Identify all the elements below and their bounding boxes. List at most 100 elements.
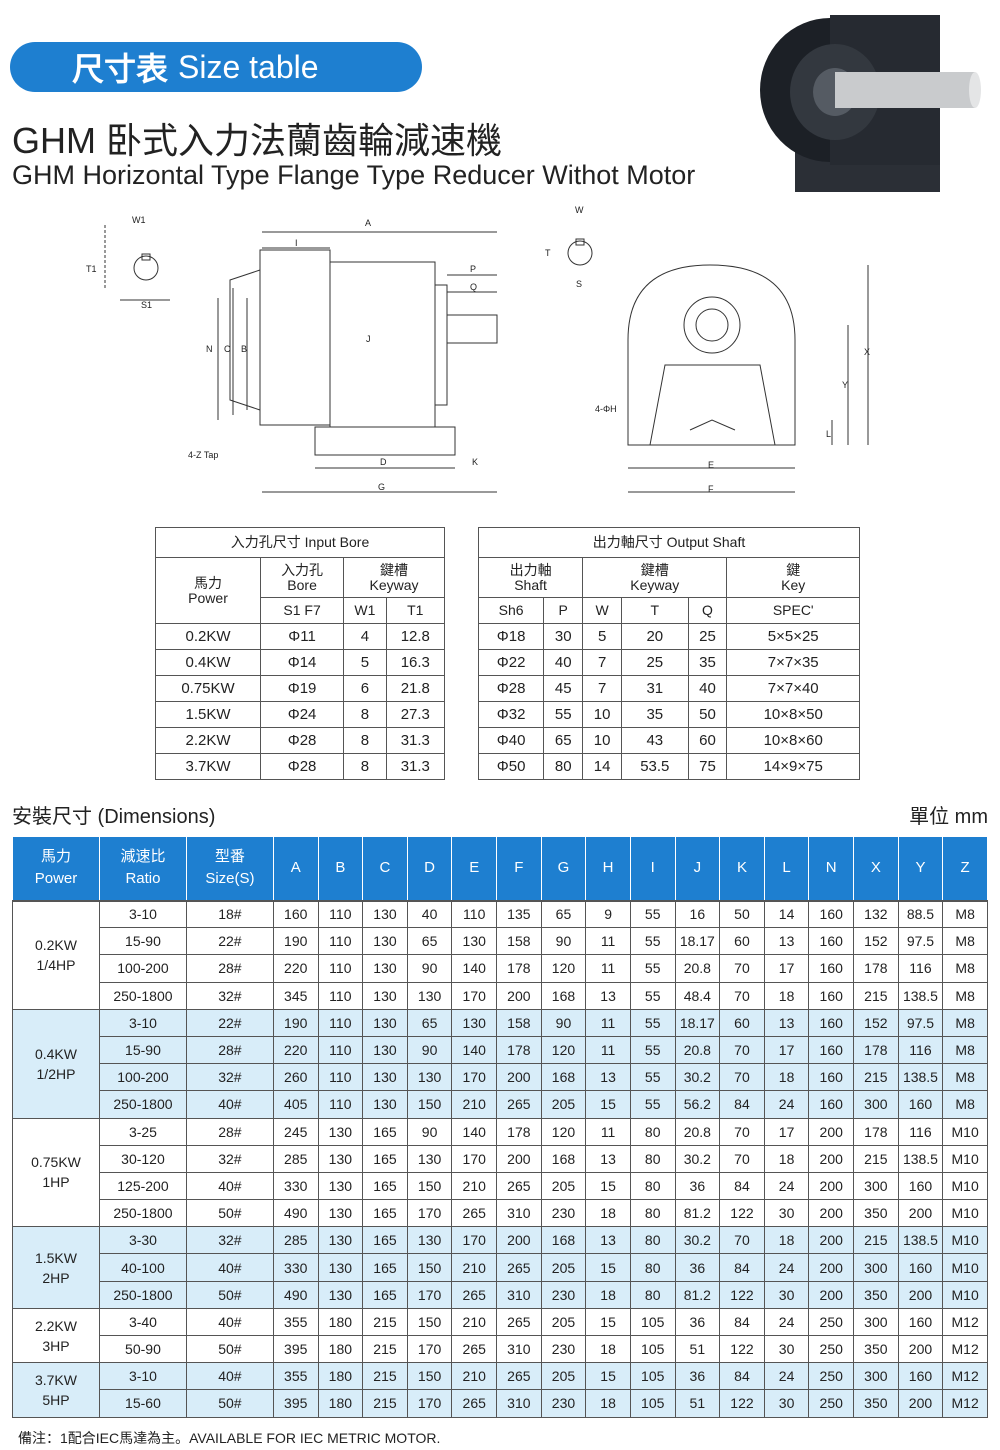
table-cell: 10 [582, 701, 623, 728]
table-cell: 105 [629, 1334, 676, 1364]
table-cell: 200 [897, 1199, 944, 1228]
dim-label: 4-ΦH [595, 404, 617, 414]
table-cell: 30.2 [674, 1226, 721, 1255]
table-cell: 13 [585, 1063, 631, 1092]
header-power: 馬力 Power [154, 557, 262, 624]
table-cell: 165 [362, 1144, 408, 1173]
table-cell: 200 [496, 981, 542, 1010]
column-header: 減速比 Ratio [98, 836, 187, 902]
table-cell: 210 [451, 1090, 498, 1119]
table-cell: 250-1800 [98, 1280, 187, 1309]
table-cell: 265 [451, 1199, 498, 1228]
table-cell: 180 [317, 1389, 364, 1418]
table-cell: M8 [942, 1035, 988, 1065]
table-cell: 205 [540, 1090, 587, 1119]
table-cell: 45 [543, 675, 584, 702]
table-cell: 160 [808, 1063, 855, 1092]
table-cell: 25 [621, 649, 689, 676]
table-row: Φ40 65 10 43 60 10×8×60 [477, 727, 860, 754]
table-cell: 300 [853, 1362, 899, 1391]
table-row: 15-90 22# 190 110 130 65 130 158 90 11 55 18.17 60 13… [13, 927, 988, 956]
table-cell: 130 [317, 1280, 364, 1309]
table-cell: 405 [272, 1090, 319, 1119]
table-cell: 170 [406, 1199, 453, 1228]
table-cell: M12 [942, 1334, 988, 1364]
table-cell: 110 [317, 1035, 364, 1065]
table-cell: 36 [674, 1253, 721, 1282]
dim-label: E [708, 460, 714, 470]
table-cell: 105 [629, 1389, 676, 1418]
table-cell: 11 [585, 1117, 631, 1146]
table-cell: 178 [496, 1035, 542, 1065]
table-cell: 250-1800 [98, 1199, 187, 1228]
column-header: J [674, 836, 721, 902]
table-cell: 200 [897, 1389, 944, 1418]
table-cell: 165 [362, 1253, 408, 1282]
table-cell: 200 [808, 1199, 855, 1228]
column-header: X [853, 836, 899, 902]
table-cell: 200 [808, 1226, 855, 1255]
table-cell: 130 [362, 1090, 408, 1119]
table-cell: 130 [317, 1253, 364, 1282]
table-cell: 230 [540, 1199, 587, 1228]
column-header: A [272, 836, 319, 902]
table-cell: 116 [897, 1035, 944, 1065]
table-cell: 53.5 [621, 753, 689, 780]
table-cell: 140 [451, 1117, 498, 1146]
table-cell: 15-90 [98, 927, 187, 956]
table-cell: 80 [629, 1171, 676, 1201]
table-cell: 265 [451, 1280, 498, 1309]
table-cell: 100-200 [98, 954, 187, 983]
table-cell: 265 [496, 1090, 542, 1119]
table-cell: Φ24 [260, 701, 345, 728]
table-cell: 18 [585, 1334, 631, 1364]
table-cell: 190 [272, 927, 319, 956]
table-cell: 265 [496, 1362, 542, 1391]
table-cell: 160 [897, 1307, 944, 1337]
table-cell: 81.2 [674, 1199, 721, 1228]
table-cell: 80 [629, 1199, 676, 1228]
dim-label: K [472, 457, 478, 467]
table-row: 2.2KW Φ28 8 31.3 [154, 727, 446, 754]
model-title-cn: GHM 卧式入力法蘭齒輪減速機 [12, 120, 502, 161]
table-cell: 0.4KW [154, 649, 262, 676]
dim-label: D [380, 457, 387, 467]
table-cell: 3-10 [98, 899, 187, 929]
table-cell: 310 [496, 1389, 542, 1418]
subheader-cell: S1 F7 [260, 597, 345, 624]
table-cell: 40# [185, 1171, 274, 1201]
table-cell: 55 [629, 1063, 676, 1092]
table-cell: 158 [496, 1008, 542, 1037]
table-cell: 55 [629, 981, 676, 1010]
table-cell: 60 [719, 927, 765, 956]
table-cell: 160 [897, 1171, 944, 1201]
table-cell: 0.2KW [154, 623, 262, 650]
table-cell: 265 [496, 1171, 542, 1201]
dim-label: S1 [141, 300, 152, 310]
table-cell: 65 [406, 927, 453, 956]
input-bore-caption: 入力孔尺寸 Input Bore [155, 527, 445, 558]
table-cell: 170 [451, 1226, 498, 1255]
table-cell: 18 [585, 1280, 631, 1309]
table-cell: 200 [897, 1280, 944, 1309]
table-cell: 90 [406, 1117, 453, 1146]
table-cell: 84 [719, 1090, 765, 1119]
table-cell: 130 [362, 954, 408, 983]
table-row: 0.75KW 1HP 3-25 28# 245 130 165 90 140 178 120 11 8… [12, 1117, 988, 1228]
table-cell: 150 [406, 1253, 453, 1282]
table-row: 0.2KW 1/4HP 3-10 18# 160 110 130 40 110 135 65 9 55… [12, 899, 988, 1010]
table-cell: 215 [362, 1389, 408, 1418]
table-cell: 65 [406, 1008, 453, 1037]
subheader-cell: SPEC' [726, 597, 860, 624]
table-cell: Φ40 [477, 727, 545, 754]
table-row: 125-200 40# 330 130 165 150 210 265 205 15 80 36 84 2… [13, 1171, 988, 1201]
footnote: 備注：1配合IEC馬達為主。AVAILABLE FOR IEC METRIC M… [18, 1430, 441, 1446]
table-row: 40-100 40# 330 130 165 150 210 265 205 15 80 36 84 24… [13, 1253, 988, 1282]
table-cell: 40 [406, 899, 453, 929]
table-cell: 165 [362, 1171, 408, 1201]
table-cell: 70 [719, 954, 765, 983]
table-row: 100-200 28# 220 110 130 90 140 178 120 11 55 20.8 70… [13, 954, 988, 983]
table-cell: 31.3 [385, 727, 446, 754]
table-cell: 265 [451, 1334, 498, 1364]
table-cell: 18 [763, 1144, 810, 1173]
